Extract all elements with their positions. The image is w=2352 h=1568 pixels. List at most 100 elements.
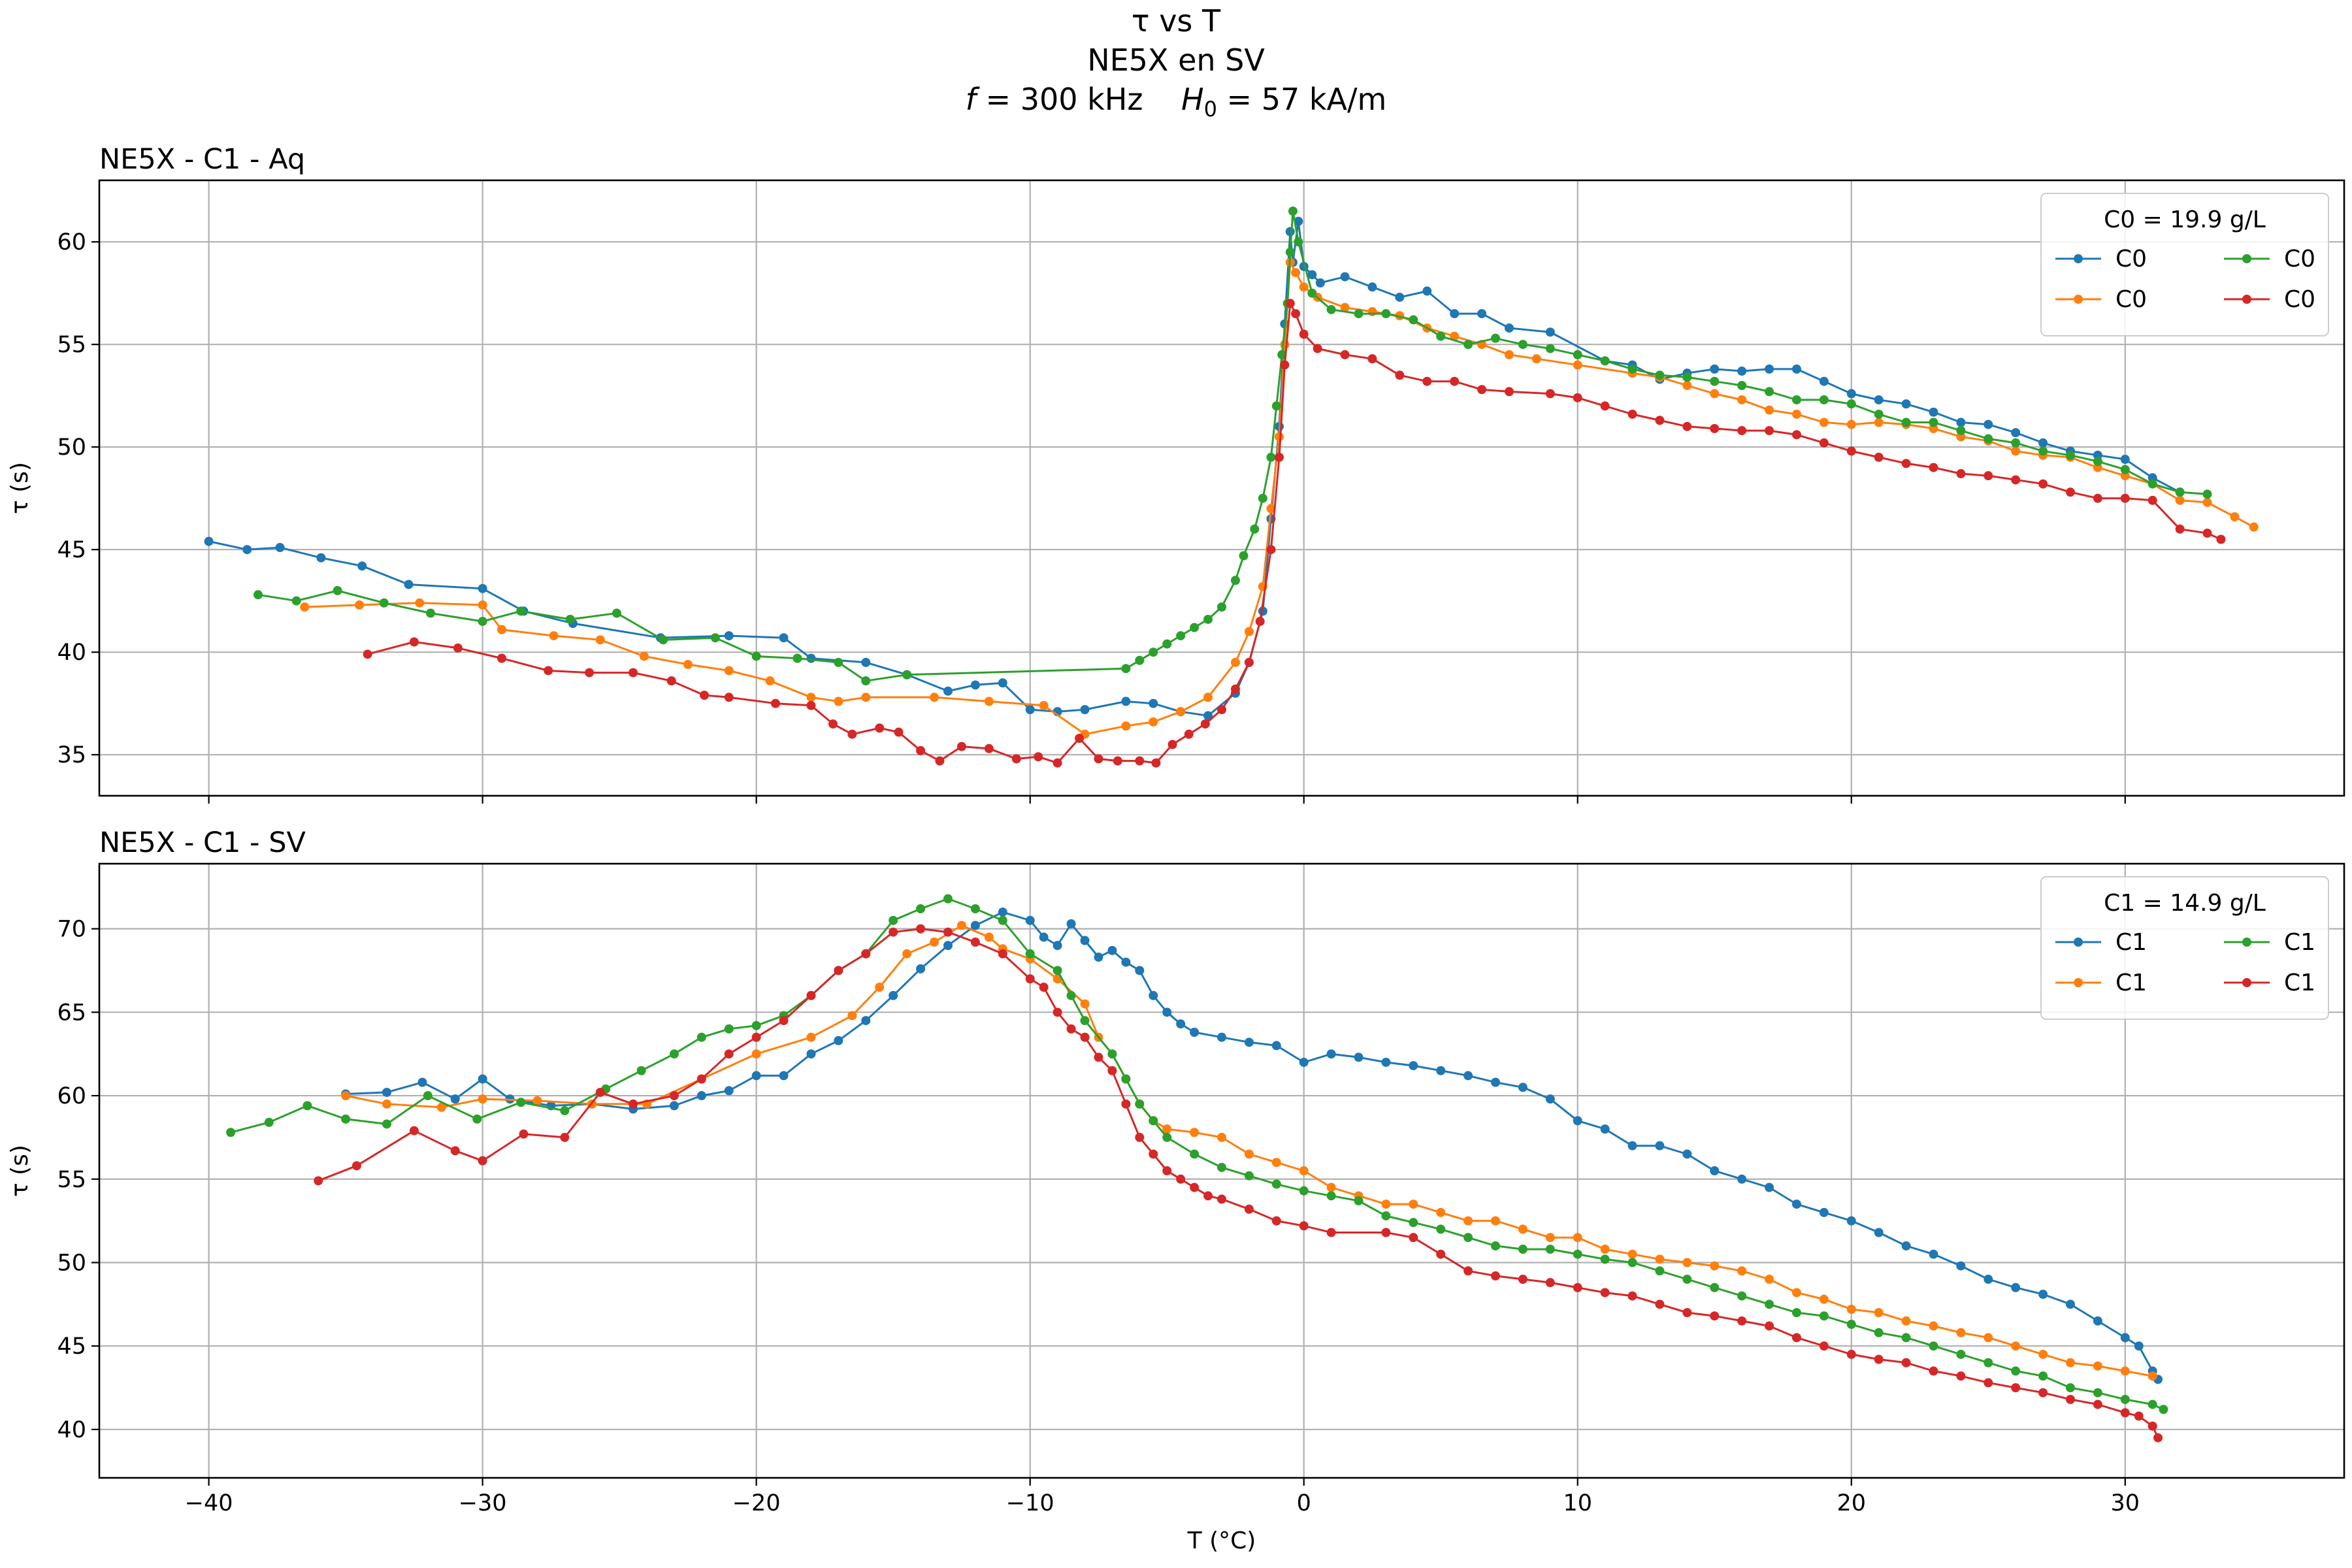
data-point <box>1080 936 1090 945</box>
legend-marker <box>2074 254 2083 263</box>
data-point <box>450 1146 460 1156</box>
y-tick-label: 50 <box>57 1250 86 1276</box>
data-point <box>1395 292 1405 302</box>
figure-title-line3: f = 300 kHz H0 = 57 kA/m <box>966 82 1387 122</box>
data-point <box>724 693 734 702</box>
data-point <box>1217 705 1226 715</box>
data-point <box>751 651 761 661</box>
data-point <box>1190 1128 1200 1137</box>
data-point <box>834 1036 843 1045</box>
data-point <box>847 729 857 739</box>
data-point <box>1874 1308 1884 1318</box>
data-point <box>1901 459 1911 468</box>
data-point <box>834 966 843 975</box>
data-point <box>1190 1027 1200 1037</box>
data-point <box>242 545 252 555</box>
data-point <box>1737 381 1747 390</box>
data-point <box>1710 1282 1720 1292</box>
data-point <box>1518 1224 1527 1234</box>
data-point <box>2065 1394 2075 1404</box>
data-point <box>1299 1186 1309 1196</box>
data-point <box>751 1032 761 1042</box>
data-point <box>998 915 1007 925</box>
data-point <box>1929 407 1938 417</box>
data-point <box>1121 664 1131 674</box>
y-tick-label: 50 <box>57 434 86 461</box>
data-point <box>351 1161 361 1171</box>
data-point <box>2148 479 2157 489</box>
data-point <box>629 668 638 678</box>
data-point <box>1846 399 1856 409</box>
series-line-3 <box>367 302 2222 764</box>
data-point <box>889 915 898 925</box>
data-point <box>1819 1294 1829 1304</box>
panel-bottom-sv: −40 −30 −20 −10 0 10 20 30 40 45 50 55 60 65 70 NE5X - … <box>7 826 2345 1554</box>
data-point <box>1107 1066 1117 1075</box>
data-point <box>1107 1049 1117 1059</box>
data-point <box>2120 465 2130 474</box>
data-point <box>1135 966 1145 975</box>
data-point <box>1545 389 1555 399</box>
data-point <box>1244 627 1254 636</box>
data-point <box>1765 1321 1774 1331</box>
legend-marker <box>2242 254 2251 263</box>
legend-title: C0 = 19.9 g/L <box>2104 206 2266 233</box>
data-point <box>2011 446 2021 456</box>
data-point <box>1162 1132 1172 1142</box>
data-point <box>1299 1221 1309 1231</box>
data-point <box>1277 350 1287 359</box>
data-point <box>1271 1041 1281 1051</box>
data-point <box>2134 1341 2144 1351</box>
series-line-2 <box>257 210 2208 682</box>
data-point <box>1545 1278 1555 1288</box>
data-point <box>585 668 595 678</box>
data-point <box>1901 399 1911 409</box>
data-point <box>861 693 871 702</box>
data-point <box>497 653 506 663</box>
legend-entry-label: C1 <box>2115 970 2147 996</box>
y-tick-label: 55 <box>57 332 86 358</box>
data-point <box>1791 1308 1801 1318</box>
data-point <box>998 678 1007 688</box>
data-point <box>2120 455 2130 465</box>
data-point <box>943 927 953 937</box>
data-point <box>916 904 926 913</box>
data-point <box>1929 1341 1938 1351</box>
data-point <box>765 676 775 686</box>
data-point <box>314 1176 323 1186</box>
y-tick-label: 40 <box>57 1417 86 1443</box>
data-point <box>935 756 945 766</box>
data-point <box>2230 512 2240 521</box>
x-tick-label: 30 <box>2111 1490 2140 1516</box>
data-point <box>1367 306 1377 316</box>
data-point <box>404 580 414 589</box>
data-point <box>1655 370 1665 380</box>
x-tick-label: 0 <box>1297 1490 1311 1516</box>
data-point <box>1463 340 1473 350</box>
data-point <box>889 927 898 937</box>
data-point <box>1239 551 1249 561</box>
data-point <box>724 1024 734 1034</box>
data-point <box>1094 953 1103 962</box>
data-point <box>1573 393 1582 402</box>
data-point <box>1627 1141 1637 1151</box>
data-point <box>1053 966 1062 975</box>
data-point <box>1682 421 1692 431</box>
data-point <box>828 719 838 729</box>
data-point <box>2249 522 2259 532</box>
data-point <box>1765 387 1774 397</box>
data-point <box>1162 1007 1172 1017</box>
data-point <box>1573 350 1582 359</box>
data-point <box>1217 1162 1226 1172</box>
data-point <box>1627 1249 1637 1259</box>
data-point <box>1354 309 1364 319</box>
data-point <box>1901 1316 1911 1326</box>
data-point <box>902 949 912 958</box>
data-point <box>1600 1288 1610 1298</box>
data-point <box>1710 364 1720 374</box>
data-point <box>1573 1282 1582 1292</box>
data-point <box>1463 1071 1473 1081</box>
data-point <box>1203 614 1213 624</box>
data-point <box>1294 237 1303 247</box>
legend-title: C1 = 14.9 g/L <box>2104 890 2266 917</box>
